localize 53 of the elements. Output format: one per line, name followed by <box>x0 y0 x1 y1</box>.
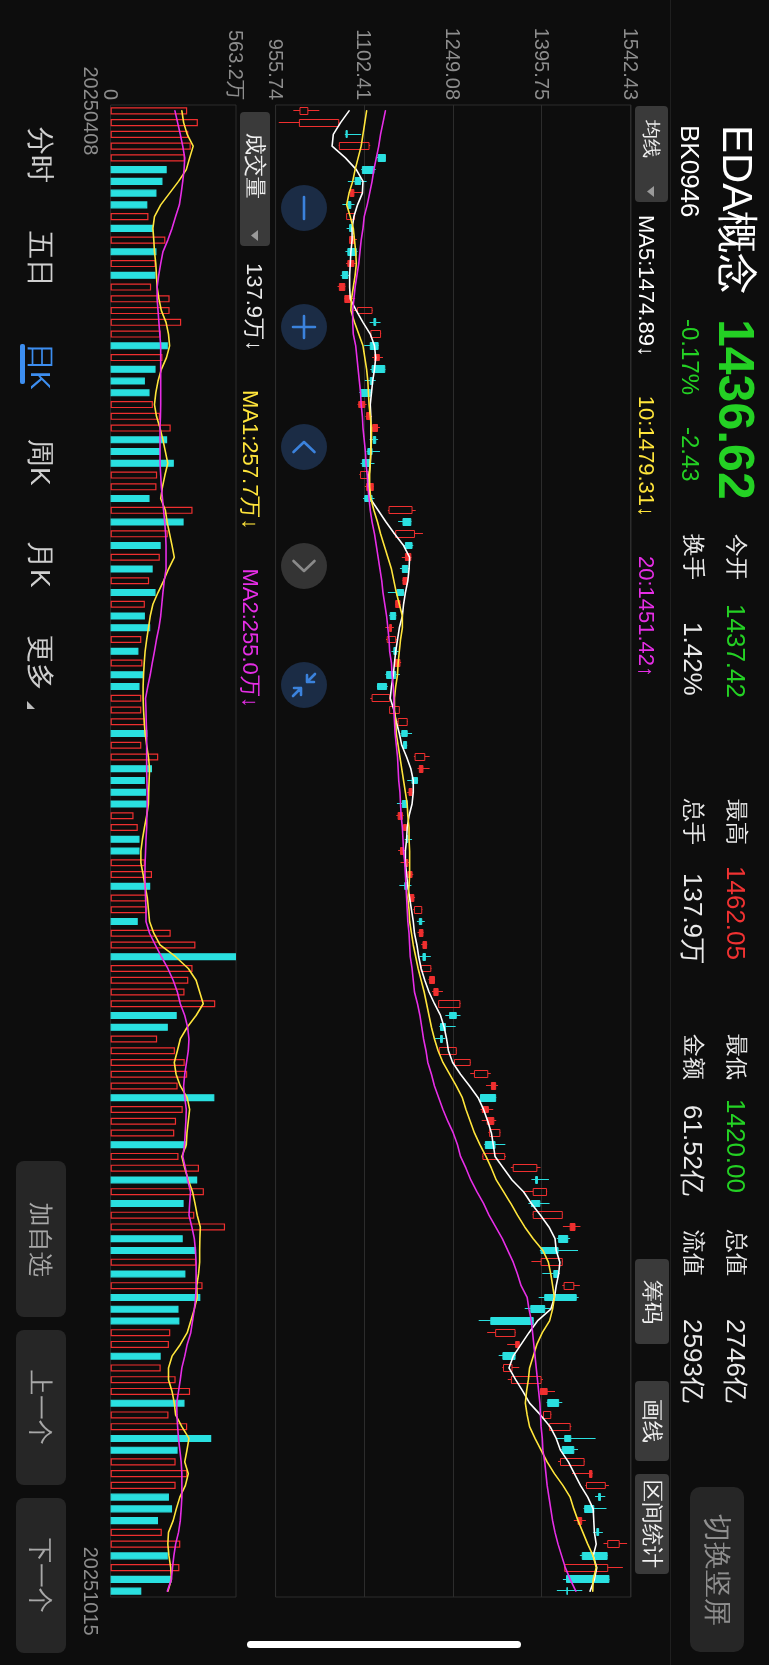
text: 总手 <box>681 799 707 845</box>
button: 区间统计 <box>635 1474 669 1574</box>
text: 1.42% <box>678 622 708 696</box>
text: 1437.42 <box>721 604 751 698</box>
text: 137.9万↓ <box>242 263 267 352</box>
text: 五日 <box>25 231 56 287</box>
x-tick-label: 1102.41 <box>353 29 376 100</box>
button: 上一个 <box>16 1330 66 1485</box>
text: 137.9万 <box>678 873 708 965</box>
x-tick-label: 955.74 <box>264 38 287 100</box>
x-tick-label: 1395.75 <box>531 27 554 100</box>
text: MA5:1474.89↓ <box>633 215 659 357</box>
text: 1436.62 <box>708 319 764 500</box>
text: 日K <box>25 343 56 390</box>
button: 筹码 <box>635 1259 669 1344</box>
button: 成交量 <box>240 112 270 246</box>
button: 切换竖屏 <box>690 1487 744 1652</box>
text: 最低 <box>724 1034 750 1080</box>
text: MA2:255.0万↓ <box>237 568 263 708</box>
text: 流值 <box>681 1230 707 1276</box>
text: 今开 <box>724 534 750 580</box>
text: BK0946 <box>675 125 705 218</box>
text: MA1:257.7万↓ <box>237 390 263 530</box>
text: 金额 <box>681 1034 707 1080</box>
legend-title: 成交量 <box>243 133 268 199</box>
x-tick-label: 0 <box>99 88 122 100</box>
text: -2.43 <box>677 427 704 482</box>
text: 61.52亿 <box>678 1105 708 1197</box>
text: 20:1451.42↑ <box>633 555 659 678</box>
text: 1420.00 <box>721 1099 751 1193</box>
text: 1462.05 <box>721 866 751 960</box>
x-tick-label: 1542.43 <box>620 27 642 100</box>
text: 周K <box>25 439 56 486</box>
x-tick-label: 563.2万 <box>225 29 247 100</box>
text: 分时 <box>25 127 56 183</box>
text: 2746亿 <box>721 1319 751 1403</box>
button: 下一个 <box>16 1498 66 1653</box>
text: EDA概念 <box>714 125 761 296</box>
text: -0.17% <box>677 319 704 396</box>
text: 更多 <box>25 635 56 691</box>
button: 均线 <box>635 106 668 202</box>
text: 2593亿 <box>678 1319 708 1403</box>
legend-title: 均线 <box>641 120 662 158</box>
text: 月K <box>25 541 56 588</box>
x-tick-label: 1249.08 <box>442 27 465 100</box>
y-tick-label: 20251015 <box>79 1546 102 1636</box>
text: 10:1479.31↓ <box>633 395 659 517</box>
y-tick-label: 20250408 <box>79 66 102 156</box>
text: 总值 <box>724 1230 750 1276</box>
text: 最高 <box>724 799 750 845</box>
button: 画线 <box>635 1381 669 1461</box>
text: 换手 <box>681 534 707 580</box>
button: 加自选 <box>16 1161 66 1317</box>
